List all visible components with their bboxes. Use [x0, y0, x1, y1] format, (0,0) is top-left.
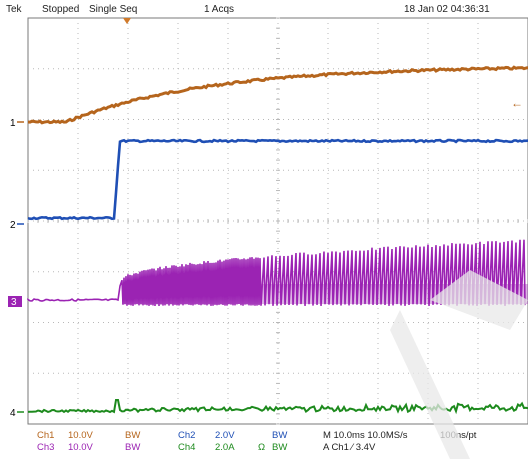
- ch1-label: Ch1: [37, 430, 55, 441]
- record-length-readout: 100ns/pt: [440, 430, 477, 441]
- ch1-trigger-level-arrow: ←: [511, 96, 523, 110]
- graticule-grid: [27, 17, 528, 425]
- acq-count: 1 Acqs: [204, 4, 235, 15]
- ch2-bw-limit: BW: [272, 430, 288, 441]
- ch4-bw-limit: BW: [272, 442, 288, 453]
- ch1-waveform: [27, 65, 528, 125]
- datetime: 18 Jan 02 04:36:31: [404, 4, 490, 15]
- ch3-bw-limit: BW: [125, 442, 141, 453]
- ch3-scale: 10.0V: [68, 442, 93, 453]
- trigger-readout: A Ch1 ⁄ 3.4V: [323, 442, 376, 453]
- ch1-ground-marker: 1: [10, 118, 16, 129]
- ch2-ground-marker: 2: [10, 220, 16, 231]
- ch1-scale: 10.0V: [68, 430, 93, 441]
- ch2-scale: 2.0V: [215, 430, 235, 441]
- ch4-scale: 2.0A: [215, 442, 235, 453]
- ch2-label: Ch2: [178, 430, 196, 441]
- ch3-waveform: [27, 239, 526, 307]
- ch2-waveform: [27, 138, 528, 221]
- header-bar: Tek Stopped Single Seq 1 Acqs 18 Jan 02 …: [0, 0, 528, 20]
- brand-label: Tek: [6, 4, 22, 15]
- acq-mode: Single Seq: [89, 4, 138, 15]
- ch4-ground-marker: 4: [10, 408, 16, 419]
- status-footer: Ch1 10.0V BW Ch3 10.0V BW Ch2 2.0V BW Ch…: [0, 426, 528, 459]
- ch4-termination: Ω: [258, 442, 266, 453]
- ch3-label: Ch3: [37, 442, 55, 453]
- trigger-position-marker: [123, 18, 131, 24]
- ch1-bw-limit: BW: [125, 430, 141, 441]
- ch4-label: Ch4: [178, 442, 196, 453]
- ch3-ground-marker: 3: [11, 297, 17, 308]
- acq-state: Stopped: [42, 4, 80, 15]
- timebase-readout: M 10.0ms 10.0MS/s: [323, 430, 408, 441]
